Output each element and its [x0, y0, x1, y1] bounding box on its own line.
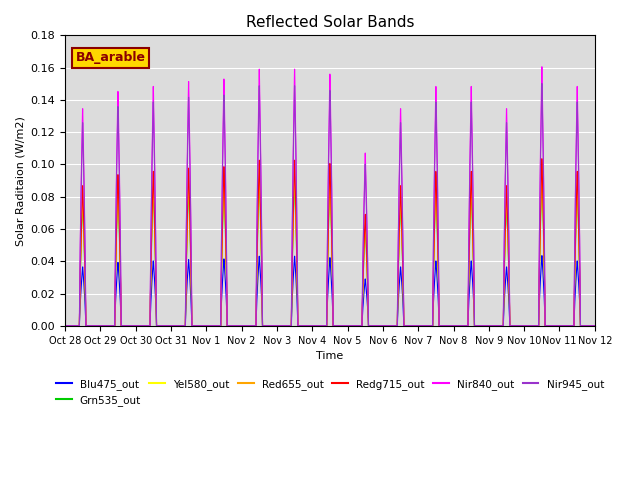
Redg715_out: [449, 323, 456, 329]
Grn535_out: [538, 172, 546, 178]
Nir840_out: [449, 323, 456, 329]
Red655_out: [61, 323, 69, 329]
Red655_out: [591, 323, 598, 329]
Yel580_out: [156, 323, 164, 329]
Blu475_out: [590, 323, 598, 329]
Red655_out: [310, 323, 317, 329]
Line: Grn535_out: Grn535_out: [65, 175, 595, 326]
Nir840_out: [591, 323, 598, 329]
Nir945_out: [538, 81, 546, 86]
Red655_out: [449, 323, 456, 329]
Nir945_out: [310, 323, 317, 329]
Nir840_out: [156, 323, 164, 329]
Nir840_out: [590, 323, 598, 329]
Nir840_out: [419, 323, 427, 329]
Nir945_out: [590, 323, 598, 329]
Blu475_out: [449, 323, 456, 329]
Grn535_out: [156, 323, 164, 329]
Legend: Blu475_out, Grn535_out, Yel580_out, Red655_out, Redg715_out, Nir840_out, Nir945_: Blu475_out, Grn535_out, Yel580_out, Red6…: [52, 374, 608, 410]
Nir945_out: [479, 323, 486, 329]
Nir840_out: [479, 323, 486, 329]
Red655_out: [538, 159, 546, 165]
Blu475_out: [419, 323, 427, 329]
Red655_out: [479, 323, 486, 329]
Yel580_out: [538, 164, 546, 170]
X-axis label: Time: Time: [316, 351, 344, 361]
Blu475_out: [591, 323, 598, 329]
Line: Redg715_out: Redg715_out: [65, 159, 595, 326]
Yel580_out: [590, 323, 598, 329]
Line: Red655_out: Red655_out: [65, 162, 595, 326]
Nir840_out: [310, 323, 317, 329]
Nir945_out: [156, 323, 164, 329]
Nir840_out: [538, 64, 546, 70]
Nir945_out: [449, 323, 456, 329]
Yel580_out: [310, 323, 317, 329]
Line: Nir945_out: Nir945_out: [65, 84, 595, 326]
Yel580_out: [449, 323, 456, 329]
Blu475_out: [538, 253, 546, 259]
Nir840_out: [61, 323, 69, 329]
Redg715_out: [61, 323, 69, 329]
Red655_out: [156, 323, 164, 329]
Redg715_out: [419, 323, 427, 329]
Nir945_out: [61, 323, 69, 329]
Title: Reflected Solar Bands: Reflected Solar Bands: [246, 15, 414, 30]
Blu475_out: [310, 323, 317, 329]
Line: Yel580_out: Yel580_out: [65, 167, 595, 326]
Redg715_out: [538, 156, 546, 162]
Redg715_out: [590, 323, 598, 329]
Red655_out: [419, 323, 427, 329]
Redg715_out: [156, 323, 164, 329]
Grn535_out: [479, 323, 486, 329]
Redg715_out: [310, 323, 317, 329]
Redg715_out: [591, 323, 598, 329]
Yel580_out: [61, 323, 69, 329]
Blu475_out: [156, 323, 164, 329]
Grn535_out: [419, 323, 427, 329]
Grn535_out: [310, 323, 317, 329]
Grn535_out: [61, 323, 69, 329]
Blu475_out: [61, 323, 69, 329]
Line: Nir840_out: Nir840_out: [65, 67, 595, 326]
Grn535_out: [449, 323, 456, 329]
Grn535_out: [590, 323, 598, 329]
Grn535_out: [591, 323, 598, 329]
Yel580_out: [591, 323, 598, 329]
Yel580_out: [479, 323, 486, 329]
Yel580_out: [419, 323, 427, 329]
Blu475_out: [479, 323, 486, 329]
Y-axis label: Solar Raditaion (W/m2): Solar Raditaion (W/m2): [15, 116, 25, 245]
Line: Blu475_out: Blu475_out: [65, 256, 595, 326]
Red655_out: [590, 323, 598, 329]
Text: BA_arable: BA_arable: [76, 51, 146, 64]
Nir945_out: [419, 323, 427, 329]
Redg715_out: [479, 323, 486, 329]
Nir945_out: [591, 323, 598, 329]
